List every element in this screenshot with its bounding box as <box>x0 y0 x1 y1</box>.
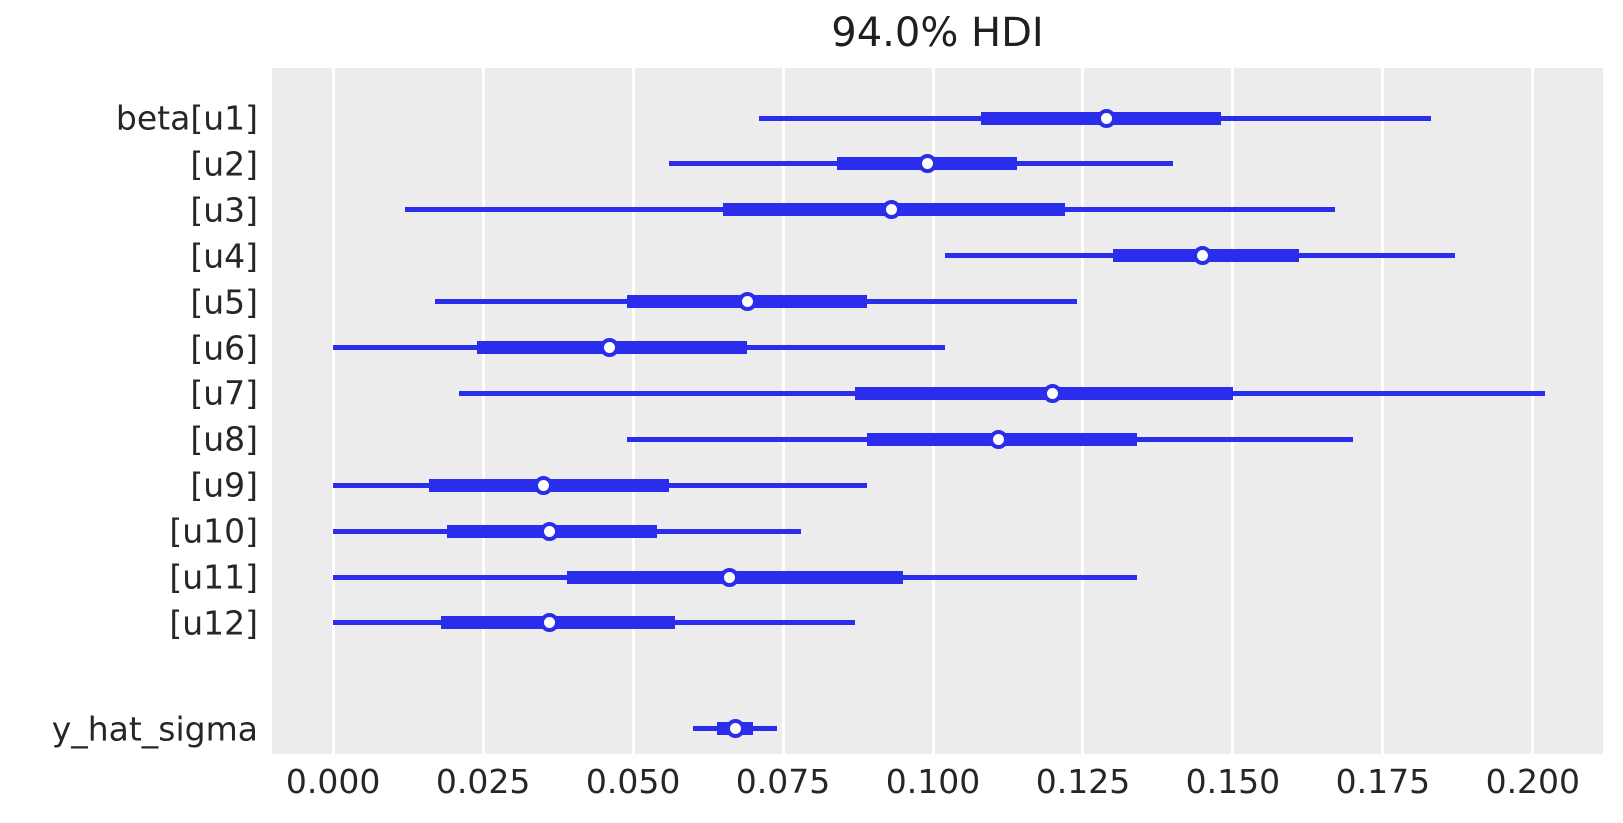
gridline <box>931 68 935 754</box>
median-marker <box>539 613 559 633</box>
row-label: [u9] <box>190 465 258 505</box>
x-tick-label: 0.150 <box>1185 762 1281 801</box>
row-label: [u5] <box>190 282 258 322</box>
row-label: [u8] <box>190 419 258 459</box>
row-label: beta[u1] <box>115 98 258 138</box>
gridline <box>631 68 635 754</box>
plot-area <box>272 68 1603 754</box>
row-label: [u12] <box>169 603 258 643</box>
median-marker <box>737 292 757 312</box>
gridline <box>1531 68 1535 754</box>
median-marker <box>1193 246 1213 266</box>
row-label: y_hat_sigma <box>51 709 258 749</box>
median-marker <box>917 154 937 174</box>
row-label: [u6] <box>190 328 258 368</box>
plot-title: 94.0% HDI <box>831 10 1044 56</box>
x-tick-label: 0.125 <box>1035 762 1131 801</box>
row-label: [u2] <box>190 144 258 184</box>
row-label: [u4] <box>190 236 258 276</box>
x-tick-label: 0.050 <box>585 762 681 801</box>
gridline <box>331 68 335 754</box>
median-marker <box>719 567 739 587</box>
median-marker <box>725 719 745 739</box>
x-tick-label: 0.100 <box>885 762 981 801</box>
median-marker <box>1043 383 1063 403</box>
median-marker <box>1097 108 1117 128</box>
row-label: [u11] <box>169 557 258 597</box>
row-label: [u7] <box>190 373 258 413</box>
median-marker <box>989 429 1009 449</box>
median-marker <box>539 521 559 541</box>
gridline <box>1231 68 1235 754</box>
gridline <box>1081 68 1085 754</box>
x-tick-label: 0.000 <box>285 762 381 801</box>
row-label: [u3] <box>190 190 258 230</box>
median-marker <box>599 338 619 358</box>
x-tick-label: 0.200 <box>1485 762 1581 801</box>
gridline <box>1381 68 1385 754</box>
median-marker <box>533 475 553 495</box>
gridline <box>481 68 485 754</box>
x-tick-label: 0.175 <box>1335 762 1431 801</box>
x-tick-label: 0.075 <box>735 762 831 801</box>
gridline <box>781 68 785 754</box>
x-tick-label: 0.025 <box>435 762 531 801</box>
median-marker <box>881 200 901 220</box>
row-label: [u10] <box>169 511 258 551</box>
